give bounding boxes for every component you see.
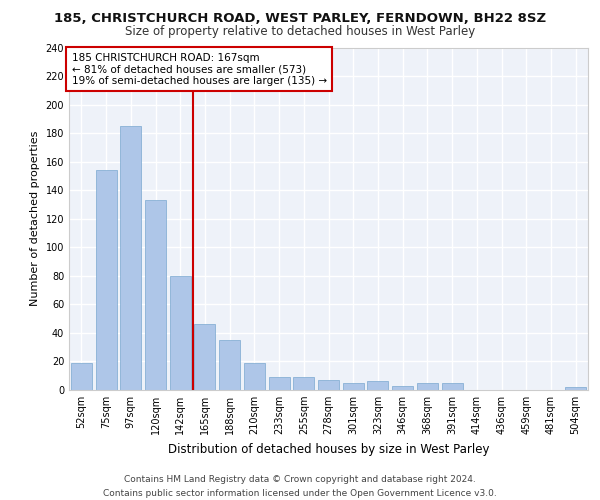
Bar: [95, 170, 116, 390]
Bar: [170, 276, 191, 390]
X-axis label: Distribution of detached houses by size in West Parley: Distribution of detached houses by size …: [168, 442, 489, 456]
Bar: [343, 383, 364, 390]
Y-axis label: Number of detached properties: Number of detached properties: [30, 131, 40, 306]
Bar: [442, 383, 463, 390]
Text: 185 CHRISTCHURCH ROAD: 167sqm
← 81% of detached houses are smaller (573)
19% of : 185 CHRISTCHURCH ROAD: 167sqm ← 81% of d…: [71, 52, 327, 86]
Bar: [120, 126, 141, 390]
Bar: [71, 363, 92, 390]
Bar: [392, 386, 413, 390]
Bar: [194, 324, 215, 390]
Bar: [244, 363, 265, 390]
Bar: [219, 340, 240, 390]
Bar: [269, 377, 290, 390]
Text: 185, CHRISTCHURCH ROAD, WEST PARLEY, FERNDOWN, BH22 8SZ: 185, CHRISTCHURCH ROAD, WEST PARLEY, FER…: [54, 12, 546, 26]
Bar: [565, 387, 586, 390]
Bar: [417, 383, 438, 390]
Bar: [367, 382, 388, 390]
Bar: [145, 200, 166, 390]
Text: Size of property relative to detached houses in West Parley: Size of property relative to detached ho…: [125, 25, 475, 38]
Text: Contains HM Land Registry data © Crown copyright and database right 2024.
Contai: Contains HM Land Registry data © Crown c…: [103, 476, 497, 498]
Bar: [293, 377, 314, 390]
Bar: [318, 380, 339, 390]
